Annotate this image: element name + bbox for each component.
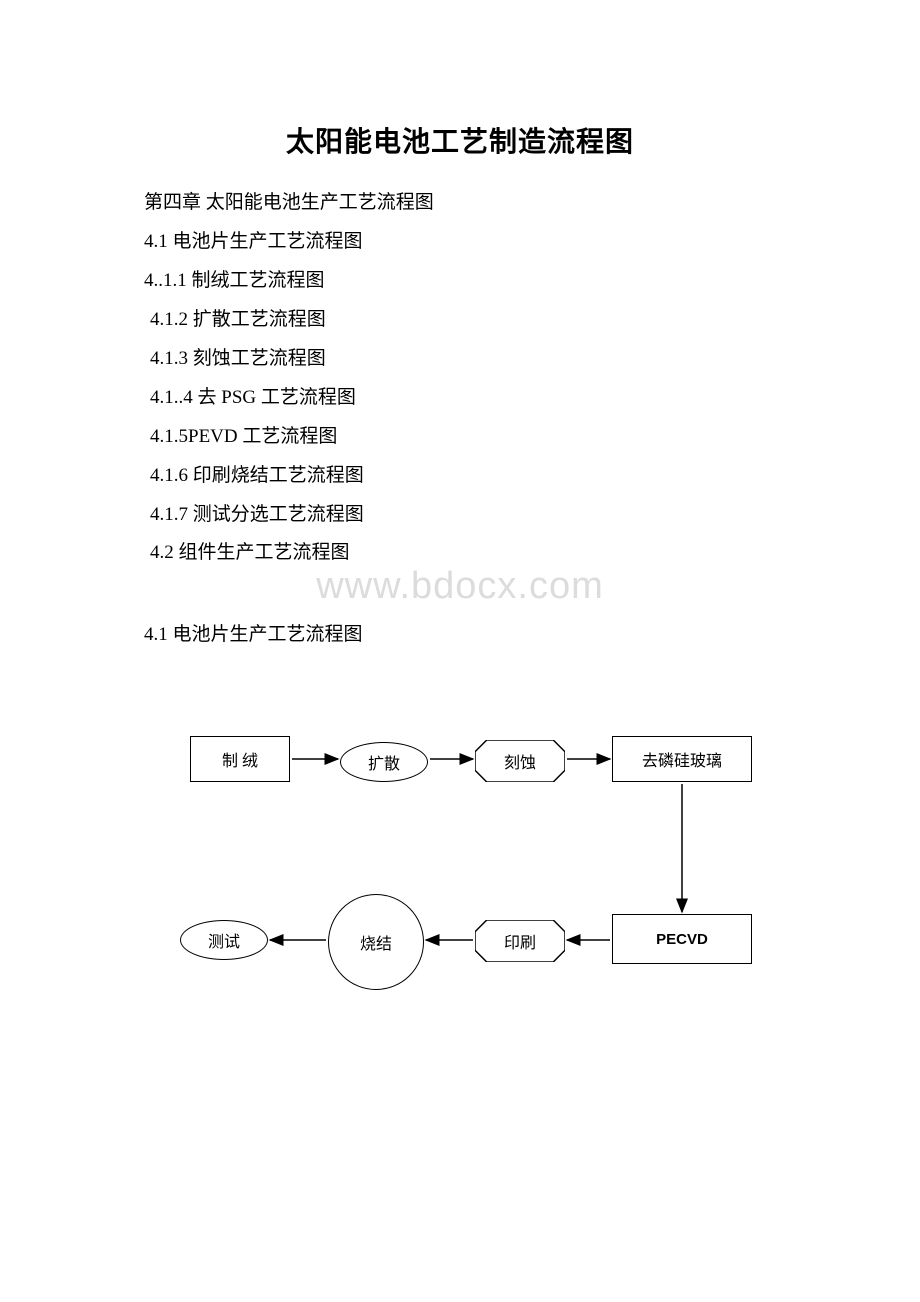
toc-s41: 4.1 电池片生产工艺流程图 [144,223,780,262]
section-heading-41: 4.1 电池片生产工艺流程图 [144,619,780,646]
toc-s412: 4.1.2 扩散工艺流程图 [150,301,780,340]
toc-chapter: 第四章 太阳能电池生产工艺流程图 [144,184,780,223]
toc-s415: 4.1.5PEVD 工艺流程图 [150,418,780,457]
toc-s416: 4.1.6 印刷烧结工艺流程图 [150,457,780,496]
toc-s413: 4.1.3 刻蚀工艺流程图 [150,340,780,379]
toc-s411: 4..1.1 制绒工艺流程图 [144,262,780,301]
page-title: 太阳能电池工艺制造流程图 [140,120,780,160]
watermark-text: www.bdocx.com [316,565,604,608]
toc-s414: 4.1..4 去 PSG 工艺流程图 [150,379,780,418]
flowchart-container: 制 绒扩散刻蚀去磷硅玻璃PECVD印刷烧结测试 [140,716,780,1086]
toc-s417: 4.1.7 测试分选工艺流程图 [150,496,780,535]
